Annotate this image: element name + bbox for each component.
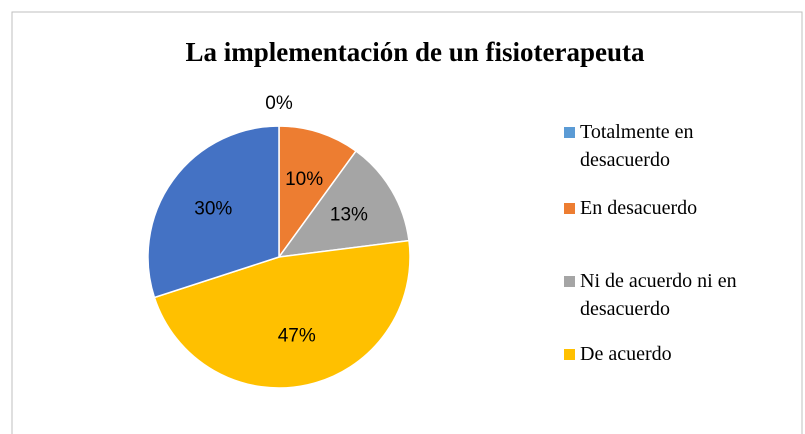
legend-line: En desacuerdo xyxy=(580,197,697,219)
data-label: 13% xyxy=(330,205,368,226)
chart-frame xyxy=(11,11,803,434)
legend-label: Totalmente en desacuerdo xyxy=(580,121,694,171)
legend-swatch xyxy=(564,349,575,360)
legend-line: Ni de acuerdo ni en xyxy=(580,270,737,292)
data-label: 30% xyxy=(194,198,232,219)
legend-label: En desacuerdo xyxy=(580,197,697,219)
legend-line: desacuerdo xyxy=(580,298,670,320)
data-label: 10% xyxy=(285,169,323,190)
chart-title: La implementación de un fisioterapeuta xyxy=(186,37,645,67)
legend-label: Ni de acuerdo ni en desacuerdo xyxy=(580,270,737,320)
legend-line: De acuerdo xyxy=(580,343,672,365)
pie-slice xyxy=(277,149,410,258)
legend-line: desacuerdo xyxy=(580,149,670,171)
legend-swatch xyxy=(564,276,575,287)
pie-slice xyxy=(278,125,358,260)
legend-swatch xyxy=(564,203,575,214)
pie-slice xyxy=(147,125,280,299)
legend-line: Totalmente en xyxy=(580,121,694,143)
legend-label: De acuerdo xyxy=(580,343,672,365)
legend-swatch xyxy=(564,127,575,138)
data-label: 0% xyxy=(265,93,293,114)
data-label: 47% xyxy=(278,325,316,346)
